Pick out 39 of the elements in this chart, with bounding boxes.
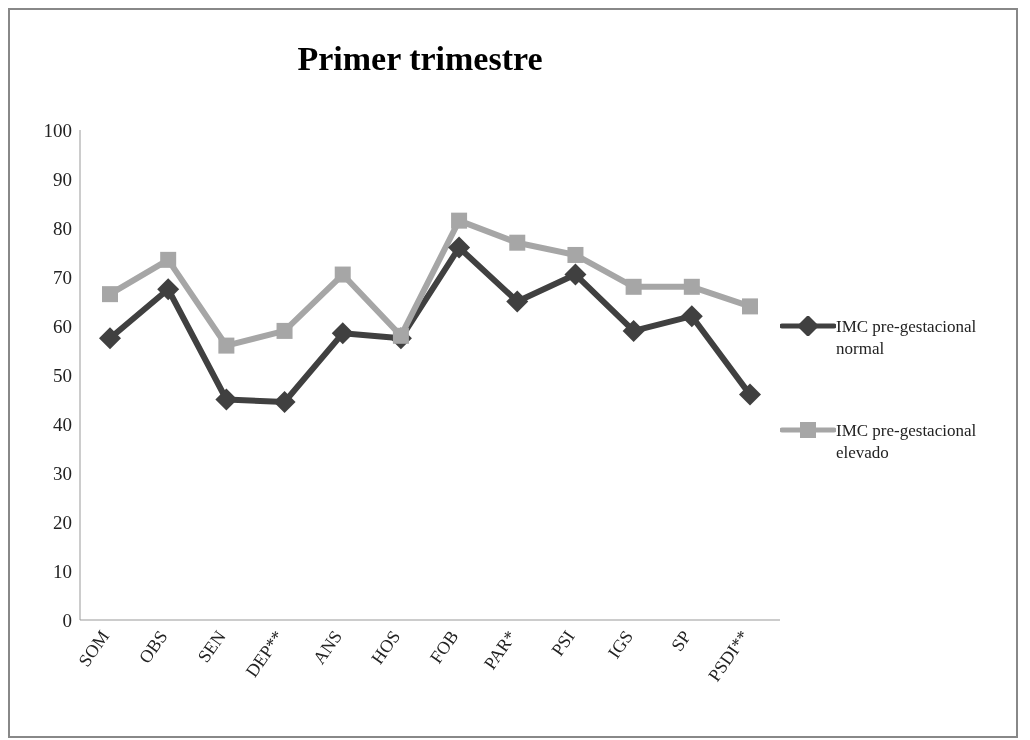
y-tick-label: 70	[53, 266, 72, 288]
y-tick-label: 10	[53, 560, 72, 582]
y-tick-label: 100	[43, 119, 72, 141]
point	[331, 322, 354, 345]
point	[218, 337, 235, 354]
legend-label: IMC pre-gestacional elevado	[836, 420, 978, 464]
point	[506, 290, 529, 313]
y-tick-label: 80	[53, 217, 72, 239]
y-tick-label: 90	[53, 168, 72, 190]
point	[334, 266, 351, 283]
y-tick-label: 0	[62, 609, 72, 631]
point	[160, 251, 177, 268]
point	[509, 234, 526, 251]
point	[99, 327, 121, 350]
x-tick-label: SP	[667, 626, 696, 655]
y-tick-label: 20	[53, 511, 72, 533]
point	[451, 212, 468, 229]
point	[739, 383, 761, 406]
point	[273, 390, 296, 413]
y-tick-label: 30	[53, 462, 72, 484]
point	[742, 298, 758, 315]
point	[157, 278, 180, 301]
point	[448, 236, 471, 259]
point	[276, 322, 293, 339]
x-tick-label: IGS	[603, 626, 637, 663]
point	[680, 305, 703, 328]
y-tick-label: 50	[53, 364, 72, 386]
point	[683, 278, 700, 295]
y-tick-label: 60	[53, 315, 72, 337]
point	[564, 263, 587, 286]
legend-label: IMC pre-gestacional normal	[836, 316, 978, 360]
chart-title: Primer trimestre	[296, 40, 544, 78]
point	[625, 278, 642, 295]
point	[567, 246, 584, 263]
point	[622, 319, 645, 342]
x-tick-label: PSI	[547, 626, 579, 660]
y-tick-label: 40	[53, 413, 72, 435]
point	[215, 388, 238, 411]
point	[102, 286, 118, 303]
